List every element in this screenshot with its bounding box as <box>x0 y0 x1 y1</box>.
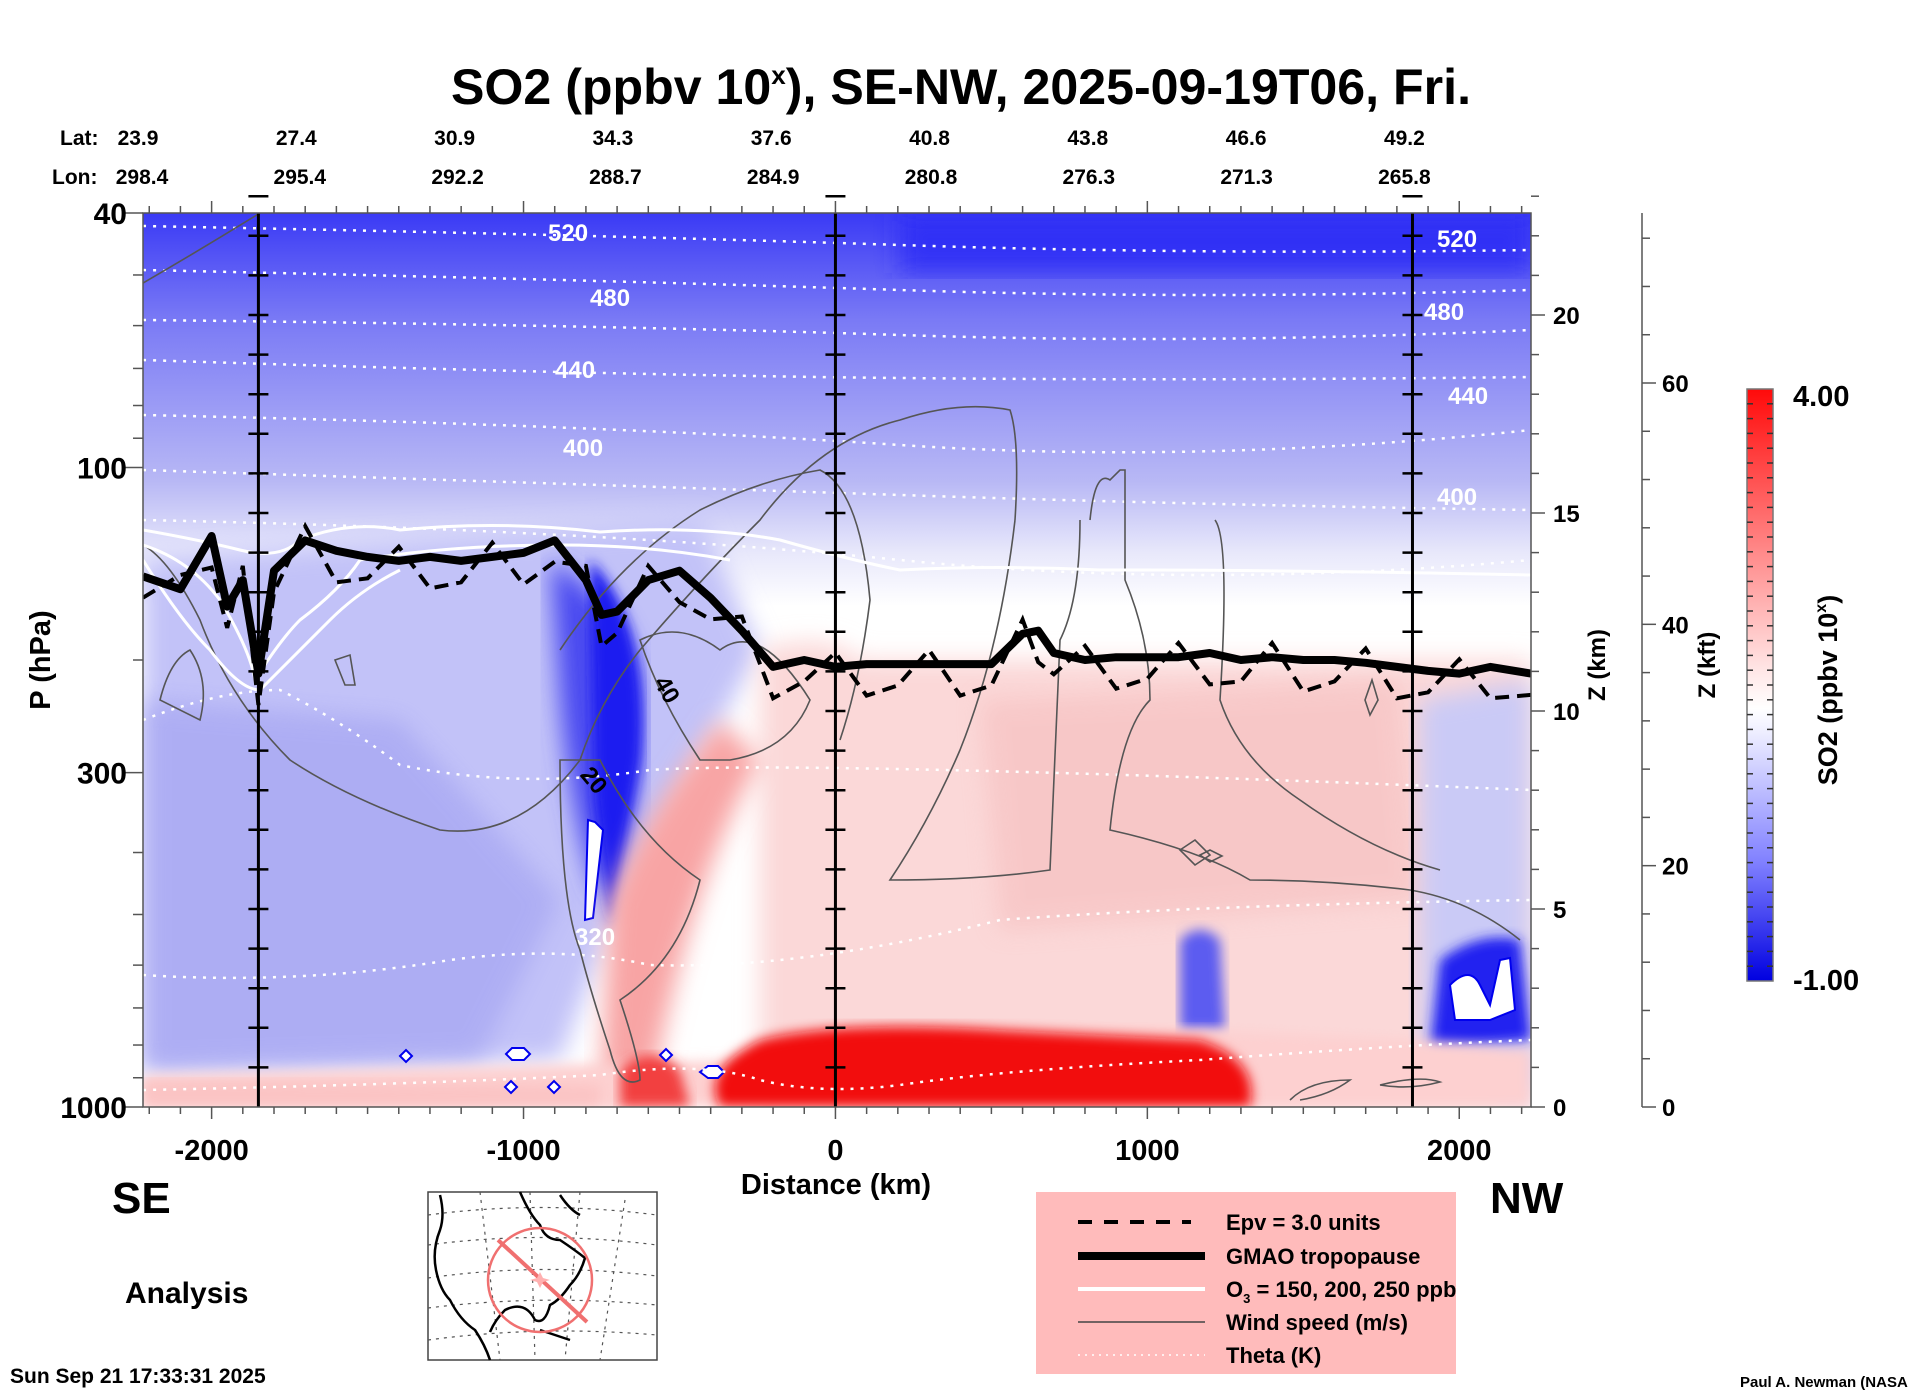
theta-label-480-right: 480 <box>1424 299 1464 326</box>
x-tick-label: 2000 <box>1427 1135 1492 1167</box>
z-km-axis-label: Z (km) <box>1584 629 1611 701</box>
tropopause-path <box>143 532 1531 678</box>
colorbar-max-label: 4.00 <box>1793 381 1849 413</box>
lon-row-label: Lon: <box>52 166 97 189</box>
lat-row-label: Lat: <box>60 127 99 150</box>
theta-label-320: 320 <box>575 924 615 951</box>
z-kft-tick-label: 60 <box>1662 371 1689 398</box>
theta-label-400: 400 <box>563 435 603 462</box>
y-tick-label: 1000 <box>60 1092 127 1125</box>
z-km-tick-label: 15 <box>1553 501 1580 528</box>
vertical-markers <box>248 194 1423 1107</box>
theta-label-520-right: 520 <box>1437 226 1477 253</box>
lon-value: 284.9 <box>747 166 800 189</box>
y-tick-label: 100 <box>77 452 127 485</box>
theta-label-520: 520 <box>548 220 588 247</box>
direction-nw: NW <box>1490 1174 1564 1223</box>
tropopause-line <box>143 532 1531 678</box>
chart-title: SO2 (ppbv 10x), SE-NW, 2025-09-19T06, Fr… <box>451 59 1471 115</box>
lat-value: 23.9 <box>118 127 159 150</box>
lon-value: 288.7 <box>589 166 642 189</box>
z-km-axis: 0 5 10 15 20 <box>1531 195 1580 1122</box>
z-kft-tick-label: 20 <box>1662 854 1689 881</box>
z-kft-axis: 0 20 40 60 <box>1641 213 1689 1122</box>
legend-label-ozone: O3 = 150, 200, 250 ppb <box>1226 1277 1456 1306</box>
x-tick-label: -2000 <box>175 1135 249 1167</box>
legend-label-epv: Epv = 3.0 units <box>1226 1210 1381 1235</box>
x-tick-label: 0 <box>827 1135 843 1167</box>
z-kft-axis-label: Z (kft) <box>1694 632 1721 699</box>
analysis-label: Analysis <box>125 1277 248 1310</box>
theta-contours <box>143 224 1531 1092</box>
lon-value: 280.8 <box>905 166 958 189</box>
legend-label-tropopause: GMAO tropopause <box>1226 1244 1420 1269</box>
lon-value: 271.3 <box>1220 166 1273 189</box>
colorbar-label: SO2 (ppbv 10x) <box>1813 595 1843 785</box>
latitude-row: Lat: 23.9 27.4 30.9 34.3 37.6 40.8 43.8 46.6 49.2 <box>60 127 1425 150</box>
timestamp: Sun Sep 21 17:33:31 2025 <box>10 1365 266 1388</box>
z-km-tick-label: 0 <box>1553 1095 1566 1122</box>
lon-value: 298.4 <box>116 166 169 189</box>
lat-value: 34.3 <box>592 127 633 150</box>
colorbar-ticks <box>1747 403 1773 967</box>
lat-value: 37.6 <box>751 127 792 150</box>
legend: Epv = 3.0 units GMAO tropopause O3 = 150… <box>1036 1192 1456 1374</box>
colorbar-min-label: -1.00 <box>1793 965 1859 997</box>
lon-value: 292.2 <box>431 166 484 189</box>
x-tick-label: 1000 <box>1115 1135 1180 1167</box>
z-km-tick-label: 10 <box>1553 699 1580 726</box>
lat-value: 30.9 <box>434 127 475 150</box>
theta-label-440: 440 <box>555 357 595 384</box>
y-axis: 40 100 300 1000 <box>60 198 143 1125</box>
direction-se: SE <box>112 1174 171 1223</box>
longitude-row: Lon: 298.4 295.4 292.2 288.7 284.9 280.8 276.3 2… <box>52 166 1431 189</box>
lon-value: 276.3 <box>1063 166 1116 189</box>
legend-label-wind: Wind speed (m/s) <box>1226 1310 1408 1335</box>
z-km-tick-label: 20 <box>1553 303 1580 330</box>
lon-value: 265.8 <box>1378 166 1431 189</box>
y-tick-label: 300 <box>77 758 127 791</box>
lat-value: 27.4 <box>276 127 317 150</box>
credit: Paul A. Newman (NASA <box>1740 1374 1908 1391</box>
theta-label-440-right: 440 <box>1448 383 1488 410</box>
lat-value: 49.2 <box>1384 127 1425 150</box>
z-kft-tick-label: 0 <box>1662 1095 1675 1122</box>
colorbar: 4.00 -1.00 SO2 (ppbv 10x) <box>1746 381 1859 997</box>
lat-value: 43.8 <box>1067 127 1108 150</box>
x-axis-label: Distance (km) <box>741 1169 931 1201</box>
map-center-star-icon <box>530 1272 550 1288</box>
inset-map <box>427 1191 658 1361</box>
lon-value: 295.4 <box>274 166 327 189</box>
lat-value: 46.6 <box>1226 127 1267 150</box>
y-axis-label: P (hPa) <box>25 610 57 709</box>
z-km-tick-label: 5 <box>1553 897 1566 924</box>
lat-value: 40.8 <box>909 127 950 150</box>
theta-label-480: 480 <box>590 285 630 312</box>
theta-label-400-right: 400 <box>1437 484 1477 511</box>
x-axis: -2000 -1000 0 1000 2000 <box>148 201 1523 1167</box>
theta-labels: 520 480 440 400 320 520 480 440 400 <box>548 220 1488 951</box>
epv-path <box>143 521 1531 706</box>
legend-label-theta: Theta (K) <box>1226 1343 1321 1368</box>
epv-contours <box>143 521 1531 706</box>
z-kft-tick-label: 40 <box>1662 612 1689 639</box>
y-tick-label: 40 <box>94 198 127 231</box>
x-tick-label: -1000 <box>486 1135 560 1167</box>
